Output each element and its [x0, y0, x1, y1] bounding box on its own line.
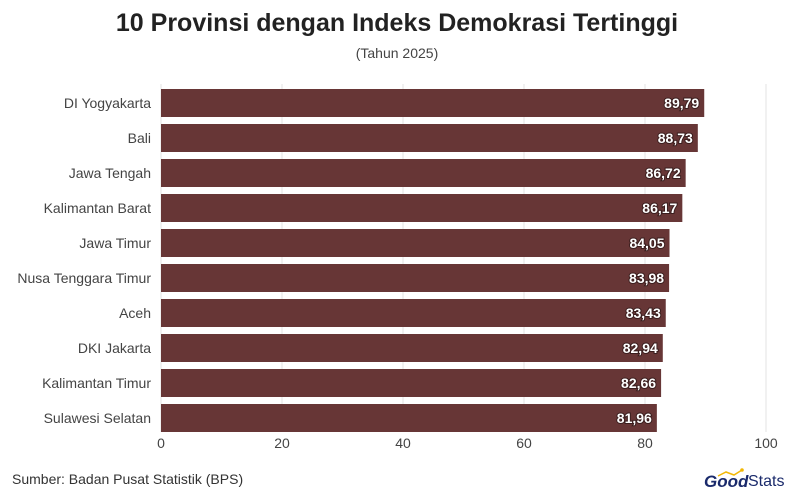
category-labels: DI Yogyakarta Bali Jawa Tengah Kalimantan B… [17, 95, 151, 426]
category-label: Aceh [119, 305, 151, 321]
value-label: 88,73 [658, 130, 693, 146]
bar [161, 369, 662, 397]
logo-mark [717, 468, 744, 477]
goodstats-logo: Good Stats [704, 468, 788, 494]
bar [161, 194, 683, 222]
bar [161, 264, 670, 292]
category-label: Kalimantan Barat [44, 200, 152, 216]
chart-subtitle: (Tahun 2025) [355, 45, 439, 61]
value-label: 81,96 [617, 410, 652, 426]
chart-title: 10 Provinsi dengan Indeks Demokrasi Tert… [115, 9, 679, 37]
bar [161, 124, 698, 152]
bars [161, 89, 705, 432]
value-label: 83,43 [626, 305, 661, 321]
source-note: Sumber: Badan Pusat Statistik (BPS) [12, 471, 244, 487]
x-tick-label: 100 [754, 435, 778, 451]
x-tick-label: 20 [274, 435, 290, 451]
x-axis-ticks: 0 20 40 60 80 100 [157, 435, 778, 451]
value-labels: 89,79 88,73 86,72 86,17 84,05 83,98 83,43 82,94… [616, 94, 701, 427]
logo-text-good: Good [704, 472, 749, 491]
logo-text-stats: Stats [748, 473, 785, 490]
x-tick-label: 0 [157, 435, 165, 451]
category-label: Jawa Timur [79, 235, 151, 251]
category-label: Bali [128, 130, 151, 146]
category-label: Nusa Tenggara Timur [17, 270, 151, 286]
value-label: 89,79 [664, 95, 699, 111]
bar [161, 89, 705, 117]
bar [161, 334, 663, 362]
value-label: 84,05 [629, 235, 664, 251]
bar [161, 229, 670, 257]
bar [161, 299, 666, 327]
category-label: Kalimantan Timur [42, 375, 151, 391]
x-tick-label: 40 [395, 435, 411, 451]
category-label: Sulawesi Selatan [44, 410, 151, 426]
x-tick-label: 60 [516, 435, 532, 451]
bar [161, 404, 657, 432]
value-label: 86,72 [646, 165, 681, 181]
category-label: Jawa Tengah [69, 165, 151, 181]
category-label: DI Yogyakarta [64, 95, 151, 111]
value-label: 83,98 [629, 270, 664, 286]
x-tick-label: 80 [637, 435, 653, 451]
category-label: DKI Jakarta [78, 340, 151, 356]
value-label: 82,66 [621, 375, 656, 391]
bar [161, 159, 686, 187]
value-label: 82,94 [623, 340, 658, 356]
value-label: 86,17 [642, 200, 677, 216]
